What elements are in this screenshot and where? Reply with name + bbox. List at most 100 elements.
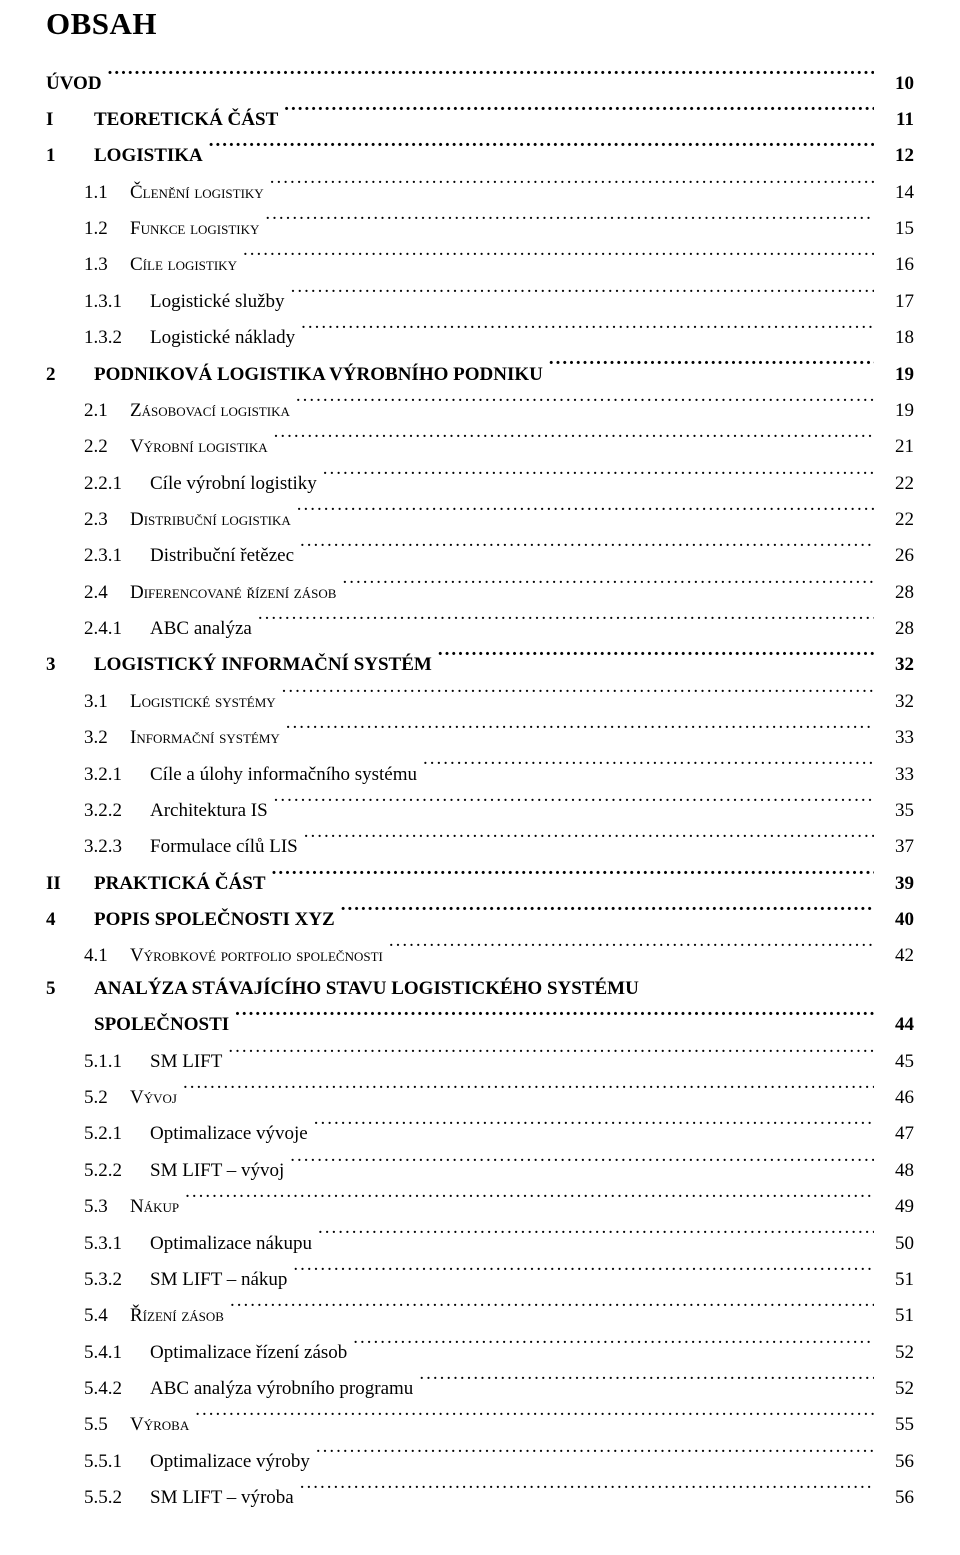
toc-entry-label: ÚVOD <box>46 68 108 101</box>
toc-entry: 3.1Logistické systémy32 <box>46 682 914 718</box>
toc-leader <box>258 609 874 634</box>
toc-entry: 5.2Vývoj46 <box>46 1078 914 1114</box>
toc-leader <box>438 646 874 671</box>
toc-entry-label: 1.3.2Logistické náklady <box>84 322 301 355</box>
toc-leader <box>296 391 874 416</box>
toc-leader <box>353 1333 874 1358</box>
toc-entry: 5.3.2SM LIFT – nákup51 <box>46 1260 914 1296</box>
toc-leader <box>293 1260 874 1285</box>
toc-entry: 3.2.3Formulace cílů LIS37 <box>46 828 914 864</box>
toc-leader <box>304 828 874 853</box>
toc-entry-label: 2.1Zásobovací logistika <box>84 395 296 428</box>
toc-leader <box>228 1042 874 1067</box>
toc-entry: 5.5.1Optimalizace výroby56 <box>46 1442 914 1478</box>
toc-entry: 1.1Členění logistiky14 <box>46 173 914 209</box>
toc-page-number: 16 <box>874 249 914 282</box>
toc-leader <box>183 1078 874 1103</box>
toc-entry-label: 5.1.1SM LIFT <box>84 1046 228 1079</box>
toc-leader <box>274 791 874 816</box>
toc-page-number: 10 <box>874 68 914 101</box>
toc-page-number: 28 <box>874 577 914 610</box>
toc-entry-label: 5.3.1Optimalizace nákupu <box>84 1228 318 1261</box>
table-of-contents: ÚVOD10ITEORETICKÁ ČÁST111LOGISTIKA121.1Č… <box>46 64 914 1515</box>
toc-page-number: 37 <box>874 831 914 864</box>
toc-entry-label: 2.2Výrobní logistika <box>84 431 274 464</box>
toc-entry-label: 1.2Funkce logistiky <box>84 213 265 246</box>
toc-page-number: 12 <box>874 140 914 173</box>
toc-page-number: 28 <box>874 613 914 646</box>
toc-leader <box>270 173 874 198</box>
toc-entry: 2.4Diferencované řízení zásob28 <box>46 573 914 609</box>
toc-entry-label: 1.1Členění logistiky <box>84 177 270 210</box>
toc-page-number: 22 <box>874 504 914 537</box>
toc-entry: 2.3.1Distribuční řetězec26 <box>46 537 914 573</box>
toc-entry: 5ANALÝZA STÁVAJÍCÍHO STAVU LOGISTICKÉHO … <box>46 973 914 1042</box>
toc-entry-label-cont: SPOLEČNOSTI <box>46 1009 235 1042</box>
toc-leader <box>284 100 874 125</box>
toc-leader <box>549 355 874 380</box>
toc-entry: 3.2.1Cíle a úlohy informačního systému 33 <box>46 755 914 791</box>
toc-leader <box>272 864 874 889</box>
toc-entry-label: 3.1Logistické systémy <box>84 686 282 719</box>
toc-page-number: 46 <box>874 1082 914 1115</box>
toc-leader <box>316 1442 874 1467</box>
toc-entry: 5.3.1Optimalizace nákupu 50 <box>46 1224 914 1260</box>
toc-entry-label: 2PODNIKOVÁ LOGISTIKA VÝROBNÍHO PODNIKU <box>46 359 549 392</box>
toc-entry: 2.3Distribuční logistika 22 <box>46 500 914 536</box>
toc-page-number: 19 <box>874 395 914 428</box>
toc-page-number: 39 <box>874 868 914 901</box>
toc-entry: 5.1.1SM LIFT45 <box>46 1042 914 1078</box>
toc-entry-label: 5.3Nákup <box>84 1191 185 1224</box>
toc-leader <box>318 1224 874 1249</box>
toc-entry: 5.4.2ABC analýza výrobního programu 52 <box>46 1369 914 1405</box>
toc-entry-label: 1LOGISTIKA <box>46 140 209 173</box>
toc-entry: 2.2.1Cíle výrobní logistiky22 <box>46 464 914 500</box>
toc-entry-label: 4POPIS SPOLEČNOSTI XYZ <box>46 904 341 937</box>
toc-entry-label: 5.5.1Optimalizace výroby <box>84 1446 316 1479</box>
toc-entry: 3.2.2Architektura IS 35 <box>46 791 914 827</box>
toc-entry-label: 3LOGISTICKÝ INFORMAČNÍ SYSTÉM <box>46 649 438 682</box>
toc-page-number: 52 <box>874 1337 914 1370</box>
toc-entry-label: 3.2Informační systémy <box>84 722 286 755</box>
toc-entry: 2.4.1ABC analýza28 <box>46 609 914 645</box>
toc-leader <box>265 209 874 234</box>
toc-page-number: 48 <box>874 1155 914 1188</box>
toc-entry-label: 5.4Řízení zásob <box>84 1300 230 1333</box>
toc-page-number: 11 <box>874 104 914 137</box>
toc-page-number: 18 <box>874 322 914 355</box>
toc-leader <box>290 1151 874 1176</box>
toc-page-number: 32 <box>874 649 914 682</box>
toc-page-number: 55 <box>874 1409 914 1442</box>
toc-entry: 3LOGISTICKÝ INFORMAČNÍ SYSTÉM 32 <box>46 646 914 682</box>
toc-page-number: 33 <box>874 759 914 792</box>
toc-page-number: 52 <box>874 1373 914 1406</box>
toc-entry: 5.2.1Optimalizace vývoje47 <box>46 1115 914 1151</box>
toc-leader <box>235 1006 874 1031</box>
toc-entry: 3.2Informační systémy33 <box>46 718 914 754</box>
toc-leader <box>389 937 874 962</box>
toc-entry-label: 3.2.1Cíle a úlohy informačního systému <box>84 759 423 792</box>
toc-entry: 5.2.2SM LIFT – vývoj48 <box>46 1151 914 1187</box>
toc-page-number: 42 <box>874 940 914 973</box>
toc-entry: 5.5.2SM LIFT – výroba56 <box>46 1478 914 1514</box>
toc-entry: 5.4.1Optimalizace řízení zásob52 <box>46 1333 914 1369</box>
toc-entry-label: 2.3.1Distribuční řetězec <box>84 540 300 573</box>
toc-leader <box>419 1369 874 1394</box>
toc-leader <box>300 537 874 562</box>
toc-entry: IIPRAKTICKÁ ČÁST39 <box>46 864 914 900</box>
toc-entry-label: 2.3Distribuční logistika <box>84 504 297 537</box>
toc-entry-label: 1.3.1Logistické služby <box>84 286 291 319</box>
toc-leader <box>282 682 874 707</box>
toc-leader <box>286 718 874 743</box>
toc-leader <box>291 282 874 307</box>
toc-heading: OBSAH <box>46 6 914 42</box>
toc-entry-label: ITEORETICKÁ ČÁST <box>46 104 284 137</box>
toc-entry: ITEORETICKÁ ČÁST 11 <box>46 100 914 136</box>
toc-entry-label: 3.2.2Architektura IS <box>84 795 274 828</box>
toc-page-number: 51 <box>874 1300 914 1333</box>
toc-page-number: 35 <box>874 795 914 828</box>
toc-entry-label: 5.4.2ABC analýza výrobního programu <box>84 1373 419 1406</box>
toc-leader <box>342 573 874 598</box>
toc-entry: 1LOGISTIKA 12 <box>46 137 914 173</box>
toc-page-number: 50 <box>874 1228 914 1261</box>
